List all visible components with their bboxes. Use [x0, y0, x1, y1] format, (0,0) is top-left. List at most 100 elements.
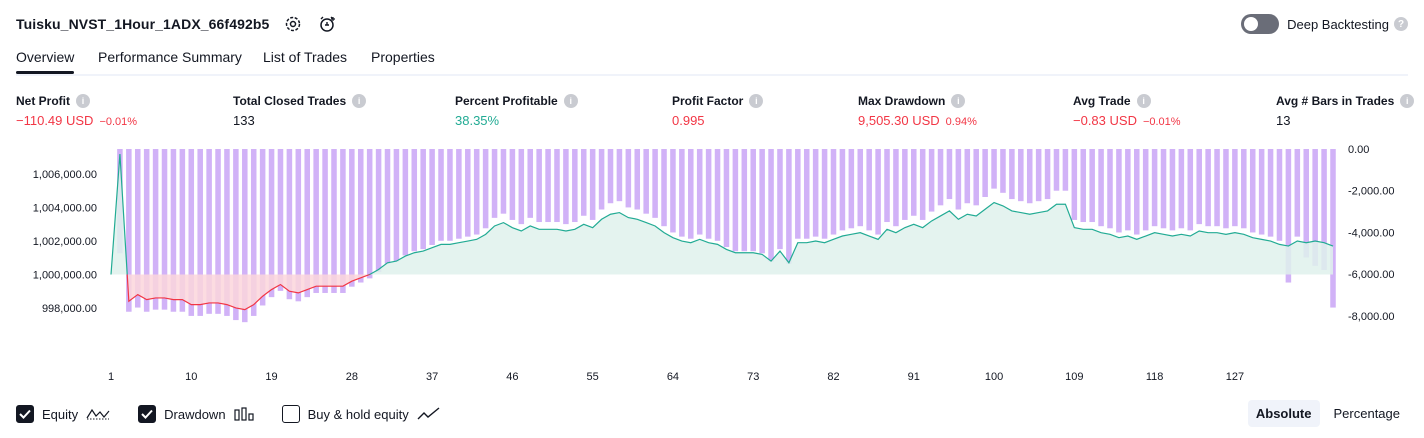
drawdown-bar — [277, 149, 284, 291]
tab-bar: Overview Performance Summary List of Tra… — [16, 44, 1408, 76]
drawdown-bar — [928, 149, 935, 212]
buy-hold-checkbox[interactable] — [281, 405, 300, 423]
scale-switch: Absolute Percentage — [1242, 400, 1408, 427]
drawdown-bar — [322, 149, 328, 293]
chart-legend: Equity Drawdown Buy & hold equity — [16, 402, 469, 426]
metric-label: Percent Profitable — [455, 94, 558, 108]
drawdown-bar — [1303, 149, 1310, 258]
right-axis-tick: -2,000.00 — [1348, 186, 1394, 198]
x-axis-tick: 28 — [346, 371, 358, 383]
drawdown-bar — [616, 149, 623, 202]
drawdown-bar — [1169, 149, 1176, 231]
drawdown-bar — [527, 149, 533, 218]
drawdown-bar — [625, 149, 632, 208]
drawdown-bar — [803, 149, 810, 239]
drawdown-bar — [1249, 149, 1256, 233]
drawdown-bar — [777, 149, 783, 250]
gear-icon[interactable] — [283, 14, 303, 34]
drawdown-bar — [741, 149, 748, 252]
metric-value: −110.49 USD — [16, 113, 94, 128]
right-axis-tick: -6,000.00 — [1348, 269, 1394, 281]
drawdown-bar — [295, 149, 302, 302]
metric-label: Avg Trade — [1073, 94, 1131, 108]
metric-avg-trade: Avg Trade i −0.83 USD −0.01% — [1073, 94, 1181, 128]
left-axis-tick: 1,000,000.00 — [33, 269, 97, 281]
tab-list-of-trades[interactable]: List of Trades — [263, 49, 348, 65]
drawdown-checkbox[interactable] — [138, 405, 157, 423]
drawdown-bar — [634, 149, 641, 210]
metric-value: −0.83 USD — [1073, 113, 1137, 128]
drawdown-bar — [170, 149, 177, 312]
tab-properties[interactable]: Properties — [371, 49, 435, 65]
drawdown-bar — [839, 149, 846, 231]
info-icon[interactable]: i — [749, 94, 764, 108]
legend-equity[interactable]: Equity — [16, 405, 110, 423]
equity-checkbox[interactable] — [16, 405, 34, 423]
drawdown-bar — [643, 149, 649, 214]
drawdown-bar — [1107, 149, 1113, 229]
absolute-button[interactable]: Absolute — [1247, 400, 1320, 427]
add-alert-icon[interactable] — [317, 14, 337, 34]
equity-drawdown-chart[interactable]: 1,006,000.00 1,004,000.00 1,002,000.00 1,00… — [0, 140, 1424, 392]
drawdown-bar — [509, 149, 516, 220]
metric-value: 38.35% — [455, 113, 500, 128]
drawdown-bar — [1071, 149, 1078, 220]
percentage-button[interactable]: Percentage — [1333, 406, 1401, 421]
help-icon[interactable]: ? — [1394, 17, 1408, 31]
x-axis-tick: 1 — [108, 371, 114, 383]
drawdown-bar — [902, 149, 908, 220]
equity-line-profit — [110, 153, 1334, 275]
drawdown-bar — [331, 149, 337, 293]
drawdown-bar — [384, 149, 391, 264]
drawdown-bar — [875, 149, 881, 235]
equity-line-icon — [86, 408, 110, 420]
x-axis-tick: 91 — [908, 371, 920, 383]
drawdown-bar — [126, 149, 132, 312]
legend-label: Buy & hold equity — [307, 406, 409, 422]
left-axis-tick: 1,006,000.00 — [33, 169, 97, 181]
tab-overview[interactable]: Overview — [16, 49, 75, 74]
drawdown-bar — [598, 149, 605, 210]
drawdown-bar — [1116, 149, 1122, 233]
drawdown-bar — [759, 149, 765, 254]
drawdown-bar — [1026, 149, 1033, 204]
drawdown-bar — [652, 149, 658, 218]
drawdown-bar — [420, 149, 426, 250]
drawdown-bar — [518, 149, 525, 225]
metric-percent: −0.01% — [99, 116, 138, 128]
deep-backtesting-label: Deep Backtesting — [1287, 16, 1389, 32]
deep-backtesting-toggle[interactable] — [1241, 14, 1280, 34]
info-icon[interactable]: i — [352, 94, 367, 108]
drawdown-bar — [973, 149, 979, 206]
metric-avg-bars: Avg # Bars in Trades i 13 — [1276, 94, 1415, 128]
drawdown-bar — [143, 149, 150, 312]
drawdown-bar — [1294, 149, 1301, 237]
drawdown-bar — [1000, 149, 1006, 193]
drawdown-bar — [1205, 149, 1211, 227]
drawdown-bar — [545, 149, 551, 223]
drawdown-bar — [1142, 149, 1149, 231]
left-axis-tick: 1,004,000.00 — [33, 203, 97, 215]
info-icon[interactable]: i — [1400, 94, 1415, 108]
info-icon[interactable]: i — [76, 94, 90, 108]
drawdown-bar — [366, 149, 373, 279]
right-axis-tick: -8,000.00 — [1348, 311, 1394, 323]
tab-performance-summary[interactable]: Performance Summary — [98, 49, 242, 65]
metric-value: 0.995 — [672, 113, 705, 128]
legend-drawdown[interactable]: Drawdown — [138, 405, 254, 423]
drawdown-bar — [286, 149, 293, 300]
info-icon[interactable]: i — [1136, 94, 1151, 108]
drawdown-bar — [1151, 149, 1158, 227]
info-icon[interactable]: i — [951, 94, 966, 108]
drawdown-bar — [768, 149, 774, 262]
drawdown-bar — [215, 149, 221, 314]
drawdown-bar — [848, 149, 855, 229]
drawdown-bar — [161, 149, 168, 310]
metric-max-drawdown: Max Drawdown i 9,505.30 USD 0.94% — [858, 94, 977, 128]
drawdown-bar — [946, 149, 953, 200]
legend-buy-hold[interactable]: Buy & hold equity — [281, 405, 441, 423]
drawdown-bar — [1134, 149, 1140, 235]
drawdown-bar — [1321, 149, 1327, 271]
drawdown-bar — [473, 149, 480, 235]
info-icon[interactable]: i — [563, 94, 578, 108]
